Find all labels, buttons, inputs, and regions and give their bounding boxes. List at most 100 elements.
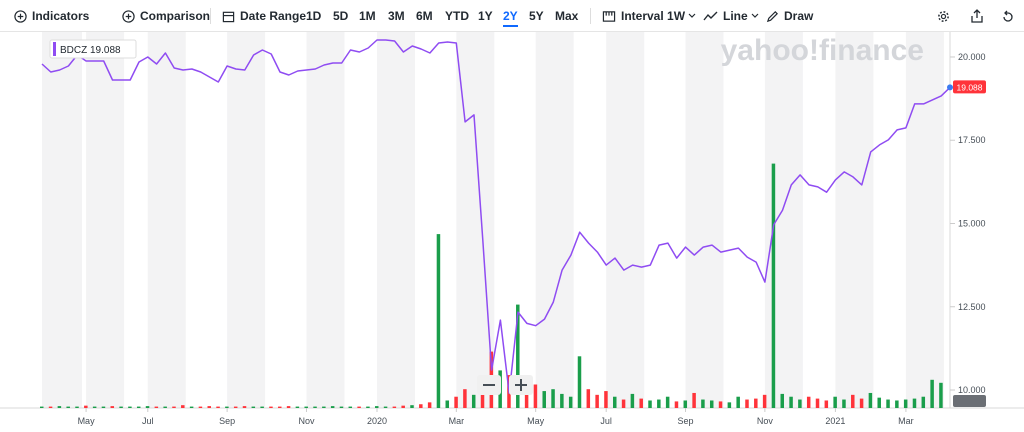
interval-button[interactable]: Interval 1W [602,9,701,23]
band [606,32,645,408]
band [227,32,266,408]
volume-bar [868,392,873,408]
last-point [947,84,953,91]
volume-bar [683,400,688,408]
chart-style-button[interactable]: Line [703,9,764,23]
volume-bar [709,400,714,408]
pencil-icon [766,10,778,22]
price-tag [953,80,986,94]
volume-bar [110,406,115,408]
volume-bar [330,406,335,408]
band [306,32,345,408]
band [905,32,944,408]
plus-icon [515,379,527,391]
volume-bar [401,405,405,408]
volume-bar [339,406,344,408]
volume-bar [207,406,211,408]
range-button[interactable]: YTD [445,9,469,23]
volume-bar [172,406,176,408]
share-button[interactable] [971,9,983,23]
volume-bar [516,304,520,408]
volume-bar [304,406,308,408]
volume-bar [136,406,141,408]
plus-circle-icon [14,9,27,23]
y-tick-label: 20.000 [958,52,986,62]
comparison-button[interactable]: Comparison [122,9,210,23]
legend-name: BDCZ [60,45,87,56]
volume-bar [939,382,943,408]
volume-bar [198,406,203,408]
volume-bar [851,394,855,408]
reset-button[interactable] [1002,9,1014,23]
volume-bar [225,406,229,408]
volume-bar [189,406,194,408]
volume-bar [577,356,582,408]
volume-bar [886,399,890,408]
band [535,32,574,408]
range-button[interactable]: 3M [388,9,405,23]
volume-bar [701,399,705,408]
band [42,32,82,408]
volume-bar [842,399,846,408]
volume-bar [128,406,132,408]
volume-bar [815,398,820,408]
y-tick-label: 15.000 [958,218,986,228]
chevron-icon [751,13,759,18]
indicators-label: Indicators [32,9,90,23]
x-tick-label: Jul [600,416,612,426]
volume-bar [621,399,626,408]
chevron-icon [688,13,696,18]
volume-bar [877,397,881,408]
volume-bar [657,399,661,408]
indicators-button[interactable]: Indicators [14,9,89,23]
range-button[interactable]: 2Y [503,9,518,27]
settings-button[interactable] [937,10,950,23]
plus-circle-icon [122,9,135,23]
volume-bar [533,384,538,408]
range-button[interactable]: 1M [359,9,376,23]
volume-bar [436,234,441,408]
volume-bar [295,406,300,408]
range-button[interactable]: 1D [306,9,322,23]
range-button[interactable]: 6M [416,9,433,23]
calendar-icon [222,11,235,22]
band [764,32,803,408]
range-button[interactable]: 5Y [529,9,544,23]
chart-style-label: Line [723,9,748,23]
volume-bar [586,389,591,408]
volume-bar [613,396,617,408]
volume-bar [454,396,458,408]
volume-bar [48,406,53,408]
volume-bar [119,406,123,408]
volume-bar [145,406,150,408]
volume-bar [718,401,723,408]
volume-bar [859,398,864,408]
date-range-label: Date Range [240,9,307,23]
volume-bar [736,396,740,408]
volume-bar [824,400,829,408]
x-tick-label: May [527,416,545,426]
price-tag-label: 19.088 [957,82,983,92]
interval-label: Interval [621,9,664,23]
y-tick-label: 10.000 [958,385,986,395]
range-button[interactable]: 1Y [478,9,493,23]
volume-bar [762,394,767,408]
x-tick-label: 2021 [825,416,845,426]
draw-label: Draw [784,9,814,23]
volume-bar [92,406,97,408]
date-range-button[interactable]: Date Range [222,9,306,23]
range-button[interactable]: 5D [333,9,349,23]
volume-bar [903,399,908,408]
volume-bar [57,406,62,408]
x-tick-label: 2020 [367,416,387,426]
draw-button[interactable]: Draw [766,9,813,23]
volume-bar [445,400,450,408]
volume-bar [154,406,159,408]
range-button[interactable]: Max [555,9,579,23]
band [376,32,415,408]
volume-bar [348,406,353,408]
volume-bar [75,406,79,408]
y-tick-label: 17.500 [958,135,986,145]
volume-bar [542,391,546,408]
